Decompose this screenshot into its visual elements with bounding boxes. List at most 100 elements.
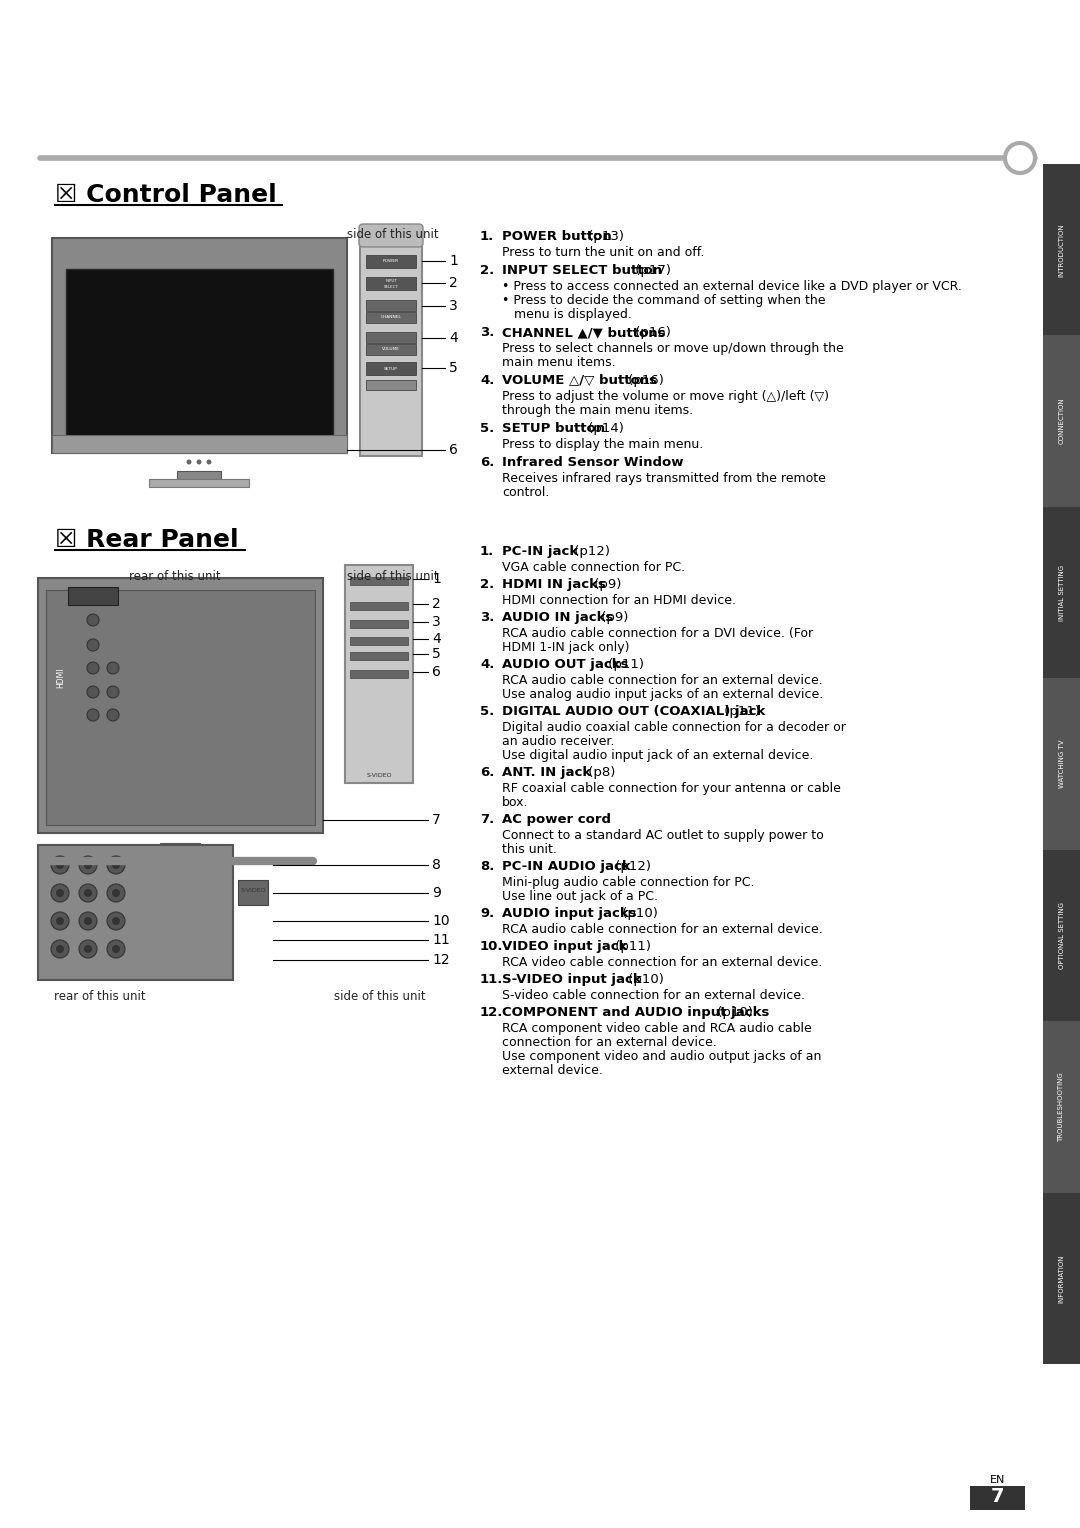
Text: POWER button: POWER button: [502, 231, 611, 243]
Text: (p16): (p16): [624, 374, 664, 387]
Text: 9.: 9.: [480, 908, 495, 920]
FancyBboxPatch shape: [359, 225, 423, 248]
Text: ANT. IN jack: ANT. IN jack: [502, 766, 591, 779]
Text: VOLUME △/▽ buttons: VOLUME △/▽ buttons: [502, 374, 657, 387]
Text: 4: 4: [432, 633, 441, 646]
Circle shape: [107, 856, 125, 874]
Text: rear of this unit: rear of this unit: [130, 570, 220, 584]
Text: Press to turn the unit on and off.: Press to turn the unit on and off.: [502, 246, 704, 260]
Text: 8.: 8.: [480, 860, 495, 872]
Text: INTRODUCTION: INTRODUCTION: [1058, 223, 1065, 277]
Circle shape: [206, 460, 212, 465]
Circle shape: [107, 912, 125, 931]
Text: (p9): (p9): [597, 611, 629, 623]
Text: 2: 2: [449, 277, 458, 290]
Circle shape: [87, 662, 99, 674]
Text: PC-IN jack: PC-IN jack: [502, 545, 578, 558]
Text: HDMI connection for an HDMI device.: HDMI connection for an HDMI device.: [502, 594, 735, 607]
Bar: [360, 228, 422, 455]
Text: (p8): (p8): [583, 766, 615, 779]
Text: Use analog audio input jacks of an external device.: Use analog audio input jacks of an exter…: [502, 688, 823, 701]
Text: AUDIO input jacks: AUDIO input jacks: [502, 908, 636, 920]
Bar: [68, 587, 118, 605]
Text: Digital audio coaxial cable connection for a decoder or: Digital audio coaxial cable connection f…: [502, 721, 846, 733]
Text: Mini-plug audio cable connection for PC.: Mini-plug audio cable connection for PC.: [502, 876, 755, 889]
Text: 7: 7: [432, 813, 441, 827]
Text: COMPONENT and AUDIO input jacks: COMPONENT and AUDIO input jacks: [502, 1005, 769, 1019]
Bar: [1043, 1192, 1080, 1365]
Text: 4.: 4.: [480, 374, 495, 387]
Text: 4.: 4.: [480, 659, 495, 671]
Text: Receives infrared rays transmitted from the remote: Receives infrared rays transmitted from …: [502, 472, 826, 484]
Text: 5.: 5.: [480, 704, 495, 718]
Text: connection for an external device.: connection for an external device.: [502, 1036, 717, 1050]
Text: VGA cable connection for PC.: VGA cable connection for PC.: [502, 561, 685, 575]
Circle shape: [79, 856, 97, 874]
Text: an audio receiver.: an audio receiver.: [502, 735, 615, 749]
Circle shape: [112, 917, 120, 924]
Text: (p10): (p10): [624, 973, 664, 986]
Text: (p10): (p10): [713, 1005, 753, 1019]
Text: 9: 9: [432, 886, 441, 900]
Circle shape: [84, 917, 92, 924]
Text: SETUP: SETUP: [384, 367, 397, 370]
Bar: [345, 565, 413, 782]
Bar: [1043, 336, 1080, 507]
Bar: [366, 299, 416, 312]
Text: 8: 8: [432, 859, 441, 872]
Text: CONNECTION: CONNECTION: [1058, 397, 1065, 445]
Bar: [52, 435, 347, 452]
Text: 2: 2: [432, 597, 441, 611]
Text: 5: 5: [449, 361, 458, 374]
Text: VOLUME: VOLUME: [382, 347, 400, 351]
Circle shape: [79, 885, 97, 902]
Text: HDMI 1-IN jack only): HDMI 1-IN jack only): [502, 642, 630, 654]
Text: 6: 6: [432, 665, 441, 678]
Text: WATCHING TV: WATCHING TV: [1058, 740, 1065, 788]
Circle shape: [107, 686, 119, 698]
Text: (p13): (p13): [583, 231, 623, 243]
Circle shape: [112, 860, 120, 869]
Text: CHANNEL ▲/▼ buttons: CHANNEL ▲/▼ buttons: [502, 325, 665, 339]
Text: • Press to decide the command of setting when the: • Press to decide the command of setting…: [502, 293, 825, 307]
Bar: [1043, 163, 1080, 336]
Bar: [350, 620, 408, 628]
Bar: [366, 344, 416, 354]
Text: (p10): (p10): [618, 908, 658, 920]
Text: ☒ Control Panel: ☒ Control Panel: [55, 183, 276, 206]
Text: 12: 12: [432, 953, 449, 967]
Text: (p11): (p11): [611, 940, 651, 953]
Text: 1.: 1.: [480, 545, 495, 558]
Bar: [366, 380, 416, 390]
Text: 5: 5: [432, 646, 441, 662]
Bar: [46, 590, 315, 825]
Bar: [238, 880, 268, 905]
Text: SELECT: SELECT: [383, 284, 399, 289]
Text: 2.: 2.: [480, 578, 495, 591]
Text: 11.: 11.: [480, 973, 503, 986]
Circle shape: [84, 944, 92, 953]
Text: box.: box.: [502, 796, 528, 808]
Bar: [366, 332, 416, 342]
Circle shape: [107, 940, 125, 958]
Bar: [350, 669, 408, 678]
Bar: [66, 269, 333, 439]
Text: RF coaxial cable connection for your antenna or cable: RF coaxial cable connection for your ant…: [502, 782, 841, 795]
Text: through the main menu items.: through the main menu items.: [502, 403, 693, 417]
Text: side of this unit: side of this unit: [347, 228, 438, 241]
Text: 1: 1: [449, 254, 458, 267]
Text: (p9): (p9): [591, 578, 622, 591]
Circle shape: [112, 944, 120, 953]
Circle shape: [187, 460, 191, 465]
Text: (p12): (p12): [570, 545, 610, 558]
Circle shape: [84, 889, 92, 897]
Circle shape: [56, 860, 64, 869]
Bar: [38, 578, 323, 833]
Text: RCA audio cable connection for a DVI device. (For: RCA audio cable connection for a DVI dev…: [502, 626, 813, 640]
Text: 4: 4: [449, 332, 458, 345]
Bar: [366, 362, 416, 374]
Text: 5.: 5.: [480, 422, 495, 435]
Bar: [350, 578, 408, 585]
Text: 11: 11: [432, 934, 449, 947]
Text: 1: 1: [432, 571, 441, 587]
